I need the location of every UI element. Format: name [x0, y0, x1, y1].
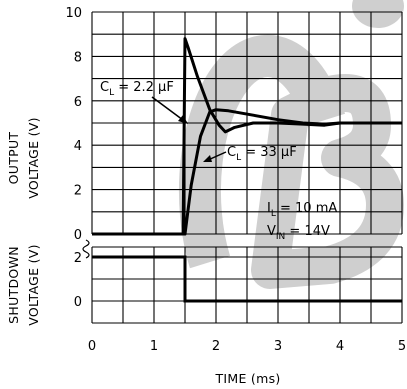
x-tick-label: 2 [212, 339, 220, 354]
output-y-tick-label: 4 [74, 139, 82, 154]
shutdown-y-tick-label: 2 [74, 251, 82, 266]
x-tick-label: 5 [398, 339, 406, 354]
axis-break-squiggle [82, 239, 90, 259]
shutdown-ylabel-line1: SHUTDOWN [6, 246, 21, 324]
output-y-tick-label: 0 [74, 228, 82, 243]
watermark-corner-blob [352, 0, 404, 28]
x-tick-label: 1 [150, 339, 158, 354]
tick-labels: 0 2 4 6 8 10 0 2 0 1 2 3 4 5 [65, 6, 406, 354]
cl1-label: CL = 2.2 µF [100, 80, 174, 98]
annotations: CL = 2.2 µF CL = 33 µF IL = 10 mA VIN = … [100, 80, 337, 242]
cl2-label: CL = 33 µF [227, 145, 297, 163]
output-y-tick-label: 8 [74, 50, 82, 65]
watermark-letter [251, 74, 404, 289]
shutdown-y-tick-label: 0 [74, 295, 82, 310]
output-curves [92, 37, 402, 236]
output-y-tick-label: 2 [74, 184, 82, 199]
il-label: IL = 10 mA [267, 201, 337, 219]
output-series-line-2 [92, 108, 402, 236]
x-tick-label: 0 [88, 339, 96, 354]
output-y-tick-label: 6 [74, 95, 82, 110]
cl1-leader-arrow [178, 115, 188, 124]
watermark-arc [178, 34, 346, 269]
watermark [178, 0, 404, 289]
x-tick-label: 4 [336, 339, 344, 354]
shutdown-series-line [92, 255, 402, 303]
shutdown-curves [92, 255, 402, 303]
vin-label: VIN = 14V [267, 224, 330, 242]
output-ylabel-line2: VOLTAGE (V) [26, 117, 41, 199]
cl2-leader-arrow [203, 155, 212, 162]
shutdown-ylabel-line2: VOLTAGE (V) [26, 244, 41, 326]
x-tick-label: 3 [274, 339, 282, 354]
x-axis-title: TIME (ms) [214, 371, 280, 386]
output-ylabel-line1: OUTPUT [6, 132, 21, 185]
output-y-tick-label: 10 [65, 6, 82, 21]
